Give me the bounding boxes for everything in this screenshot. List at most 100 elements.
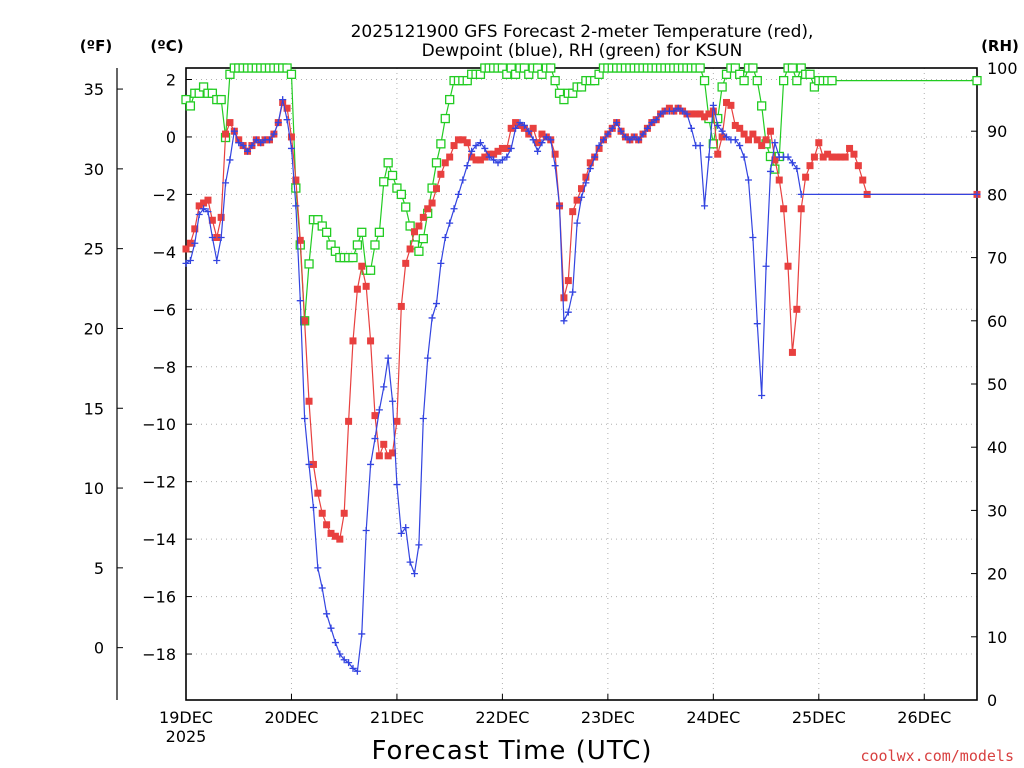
celsius-tick-label: 2 — [166, 70, 176, 89]
temperature-point — [182, 245, 190, 253]
rh-axis-unit: (RH) — [981, 37, 1019, 55]
dewpoint-point — [507, 144, 515, 152]
temperature-point — [578, 185, 585, 193]
temperature-point — [331, 532, 339, 540]
dewpoint-point — [749, 233, 757, 241]
dewpoint-point — [766, 167, 774, 175]
temperature-point — [222, 130, 230, 138]
temperature-point — [832, 153, 840, 161]
dewpoint-point — [375, 406, 383, 414]
dewpoint-point — [626, 136, 634, 144]
temperature-point — [362, 282, 370, 290]
temperature-point — [441, 159, 449, 167]
temperature-point — [534, 139, 542, 147]
temperature-point — [349, 337, 357, 345]
temperature-point — [815, 139, 823, 147]
temperature-point — [389, 449, 397, 457]
dewpoint-point — [771, 139, 779, 147]
dewpoint-point — [718, 127, 726, 135]
rh-point — [379, 177, 389, 187]
dewpoint-point — [639, 130, 647, 138]
dewpoint-point — [538, 139, 546, 147]
rh-point — [805, 69, 815, 79]
temperature-point — [569, 208, 577, 216]
fahrenheit-tick-label: 25 — [84, 240, 104, 259]
temperature-point — [714, 150, 722, 158]
x-tick-label: 26DEC — [897, 708, 951, 727]
dewpoint-point — [279, 96, 287, 104]
dewpoint-point — [402, 524, 410, 532]
temperature-point — [701, 113, 709, 121]
dewpoint-point — [323, 610, 331, 618]
temperature-point — [771, 156, 779, 164]
rh-tick-label: 60 — [987, 312, 1007, 331]
dewpoint-point — [740, 153, 748, 161]
rh-point — [383, 158, 393, 168]
dewpoint-point — [643, 124, 651, 132]
dewpoint-point — [318, 584, 326, 592]
dewpoint-point — [239, 142, 247, 150]
temperature-point — [564, 277, 572, 285]
fahrenheit-tick-label: 35 — [84, 80, 104, 99]
dewpoint-point — [595, 142, 603, 150]
dewpoint-point — [397, 529, 405, 537]
rh-point — [778, 75, 789, 86]
temperature-point — [463, 139, 471, 147]
temperature-point — [287, 133, 295, 141]
temperature-point — [828, 153, 836, 161]
x-axis-year-label: 2025 — [166, 727, 207, 746]
rh-point — [401, 202, 411, 212]
temperature-point — [283, 104, 291, 112]
rh-point — [405, 221, 415, 231]
fahrenheit-tick-label: 5 — [94, 559, 104, 578]
dewpoint-point — [182, 259, 190, 267]
temperature-point — [573, 196, 581, 204]
celsius-tick-label: −12 — [142, 473, 176, 492]
dewpoint-point — [305, 460, 313, 468]
dewpoint-point — [327, 624, 335, 632]
rh-point — [827, 75, 837, 86]
dewpoint-point — [485, 153, 493, 161]
dewpoint-point — [314, 564, 322, 572]
temperature-point — [384, 452, 392, 460]
dewpoint-point — [516, 119, 524, 127]
temperature-point — [309, 460, 317, 468]
temperature-point — [582, 173, 590, 181]
rh-point — [321, 227, 332, 237]
dewpoint-point — [459, 176, 467, 184]
rh-tick-label: 80 — [987, 185, 1007, 204]
dewpoint-point — [191, 239, 199, 247]
dewpoint-point — [556, 202, 564, 210]
axes — [116, 67, 978, 701]
temperature-point — [454, 136, 462, 144]
rh-point — [972, 75, 982, 86]
rh-point — [304, 259, 314, 269]
rh-point — [396, 189, 406, 200]
dewpoint-point — [287, 144, 295, 152]
temperature-point — [305, 397, 313, 405]
temperature-point — [538, 130, 546, 138]
rh-point — [708, 139, 718, 149]
rh-point — [387, 170, 398, 181]
dewpoint-point — [244, 147, 252, 155]
dewpoint-point — [599, 136, 607, 144]
temperature-point — [503, 144, 511, 152]
temperature-point — [402, 259, 410, 267]
dewpoint-point — [411, 570, 419, 578]
temperature-point — [692, 110, 700, 118]
rh-point — [792, 75, 802, 86]
fahrenheit-tick-label: 30 — [84, 160, 104, 179]
dewpoint-point — [454, 190, 462, 198]
dewpoint-point — [586, 165, 594, 173]
temperature-point — [819, 153, 827, 161]
rh-point — [436, 139, 446, 149]
dewpoint-point — [437, 259, 445, 267]
temperature-point — [459, 136, 467, 144]
temperature-point — [345, 417, 353, 425]
temperature-point — [226, 119, 234, 127]
dewpoint-point — [503, 153, 511, 161]
dewpoint-point — [696, 142, 704, 150]
temperature-point — [560, 294, 568, 302]
dewpoint-point — [670, 107, 678, 115]
